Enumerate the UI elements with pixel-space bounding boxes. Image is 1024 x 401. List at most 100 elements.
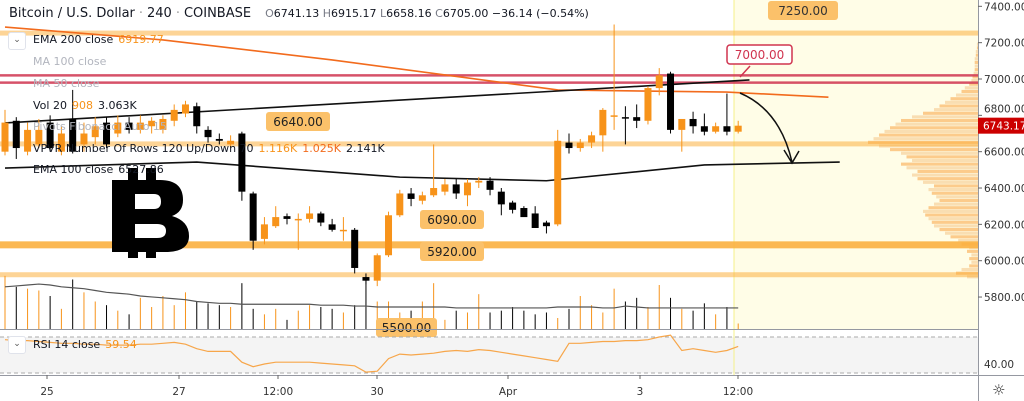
- legend-value: 1.116K: [258, 142, 298, 155]
- candle: [57, 126, 65, 156]
- candle-body: [114, 122, 122, 134]
- candle: [193, 102, 201, 134]
- interval[interactable]: 240: [147, 6, 172, 21]
- bitcoin-logo: [112, 168, 189, 258]
- candle-body: [418, 195, 426, 201]
- vpvr-bar: [923, 111, 978, 115]
- chevron-down-icon[interactable]: ⌄: [8, 32, 26, 50]
- candle: [69, 89, 77, 154]
- candle-body: [430, 188, 438, 196]
- candle-body: [1, 122, 9, 152]
- vpvr-bar: [971, 79, 978, 83]
- candle-body: [576, 142, 584, 149]
- candle-body: [181, 104, 189, 114]
- legend-ma100[interactable]: MA 100 close: [33, 55, 106, 68]
- legend-vpvr[interactable]: VPVR Number Of Rows 120 Up/Down 70 1.116K…: [33, 142, 385, 155]
- candle: [531, 206, 539, 228]
- candle-body: [734, 125, 742, 132]
- support-level: [0, 141, 978, 147]
- candle-body: [621, 117, 629, 119]
- candle: [385, 211, 393, 258]
- level-label-7250: 7250.00: [768, 1, 838, 20]
- vpvr-bar: [925, 213, 978, 217]
- vpvr-bar: [975, 53, 978, 57]
- vpvr-bar: [928, 206, 978, 210]
- legend-label: VPVR Number Of Rows 120 Up/Down 70: [33, 142, 254, 155]
- candle-body: [633, 117, 641, 121]
- symbol-name[interactable]: Bitcoin / U.S. Dollar: [9, 6, 135, 21]
- candle-body: [260, 224, 268, 239]
- candle: [734, 120, 742, 134]
- vpvr-bar: [972, 75, 978, 79]
- candle-body: [644, 88, 652, 121]
- vpvr-bar: [974, 64, 978, 68]
- rsi-chevron-down-icon[interactable]: ⌄: [8, 336, 26, 354]
- candle-body: [148, 120, 156, 127]
- candle: [644, 86, 652, 125]
- legend-pivots[interactable]: Pivots Fibonacci Auto 15: [33, 120, 167, 133]
- rsi-line: [4, 334, 739, 373]
- low-value: 6658.16: [386, 7, 432, 20]
- vpvr-bar: [928, 188, 978, 192]
- candle-body: [283, 216, 291, 219]
- vpvr-bar: [934, 224, 978, 228]
- high-value: 6915.17: [331, 7, 377, 20]
- candle: [215, 133, 223, 145]
- vpvr-bar: [974, 68, 978, 72]
- candle-body: [306, 213, 314, 219]
- candle: [272, 206, 280, 228]
- candle: [678, 118, 686, 152]
- candle: [339, 217, 347, 241]
- candle-body: [215, 138, 223, 141]
- candle-body: [227, 140, 235, 145]
- vpvr-bar: [961, 89, 978, 94]
- candle: [610, 24, 618, 130]
- candle-body: [486, 180, 494, 190]
- vpvr-bar: [934, 108, 978, 112]
- legend-ema100[interactable]: EMA 100 close 6527.86: [33, 163, 164, 176]
- bitcoin-logo-letter: [112, 180, 189, 252]
- time-tick-label: 30: [370, 386, 383, 398]
- candle-body: [80, 133, 88, 145]
- vpvr-bar: [923, 209, 978, 213]
- vpvr-bar: [901, 118, 978, 123]
- gear-icon[interactable]: ☼: [992, 381, 1006, 399]
- vpvr-bar: [945, 100, 978, 104]
- candle-body: [599, 109, 607, 136]
- ohlc-values: O6741.13 H6915.17 L6658.16 C6705.00 −36.…: [265, 7, 589, 20]
- legend-volume[interactable]: Vol 20 908 3.063K: [33, 99, 137, 112]
- candle-body: [655, 75, 663, 89]
- candle: [238, 131, 246, 201]
- legend-ma50[interactable]: MA 50 close: [33, 77, 99, 90]
- level-label-5920: 5920.00: [420, 242, 484, 261]
- arrow-drawing: [739, 92, 800, 165]
- candle-body: [249, 193, 257, 241]
- candle: [667, 71, 675, 134]
- high-label: H: [322, 7, 332, 20]
- vpvr-bar: [931, 191, 978, 195]
- candle: [396, 189, 404, 218]
- candle: [204, 126, 212, 143]
- candle-body: [35, 129, 43, 145]
- candle: [452, 178, 460, 199]
- volume-ma-line: [4, 283, 739, 309]
- candle: [588, 131, 596, 149]
- vpvr-bar: [912, 158, 978, 163]
- candle-body: [565, 142, 573, 149]
- vpvr-bar: [890, 148, 978, 152]
- time-tick-label: 12:00: [723, 386, 753, 398]
- candle: [294, 213, 302, 250]
- vpvr-bar: [976, 42, 978, 46]
- bitcoin-logo-bar: [128, 168, 138, 182]
- vpvr-bar: [901, 162, 978, 166]
- label-text: 6090.00: [427, 213, 477, 227]
- label-text: 5920.00: [427, 245, 477, 259]
- vpvr-bar: [974, 60, 978, 64]
- legend-value: 6919.77: [118, 33, 164, 46]
- label-text: 6640.00: [273, 115, 323, 129]
- legend-rsi[interactable]: RSI 14 close 59.54: [33, 338, 137, 351]
- legend-ema200[interactable]: EMA 200 close 6919.77: [33, 33, 164, 46]
- label-text: 7250.00: [778, 4, 828, 18]
- candle-body: [689, 118, 697, 127]
